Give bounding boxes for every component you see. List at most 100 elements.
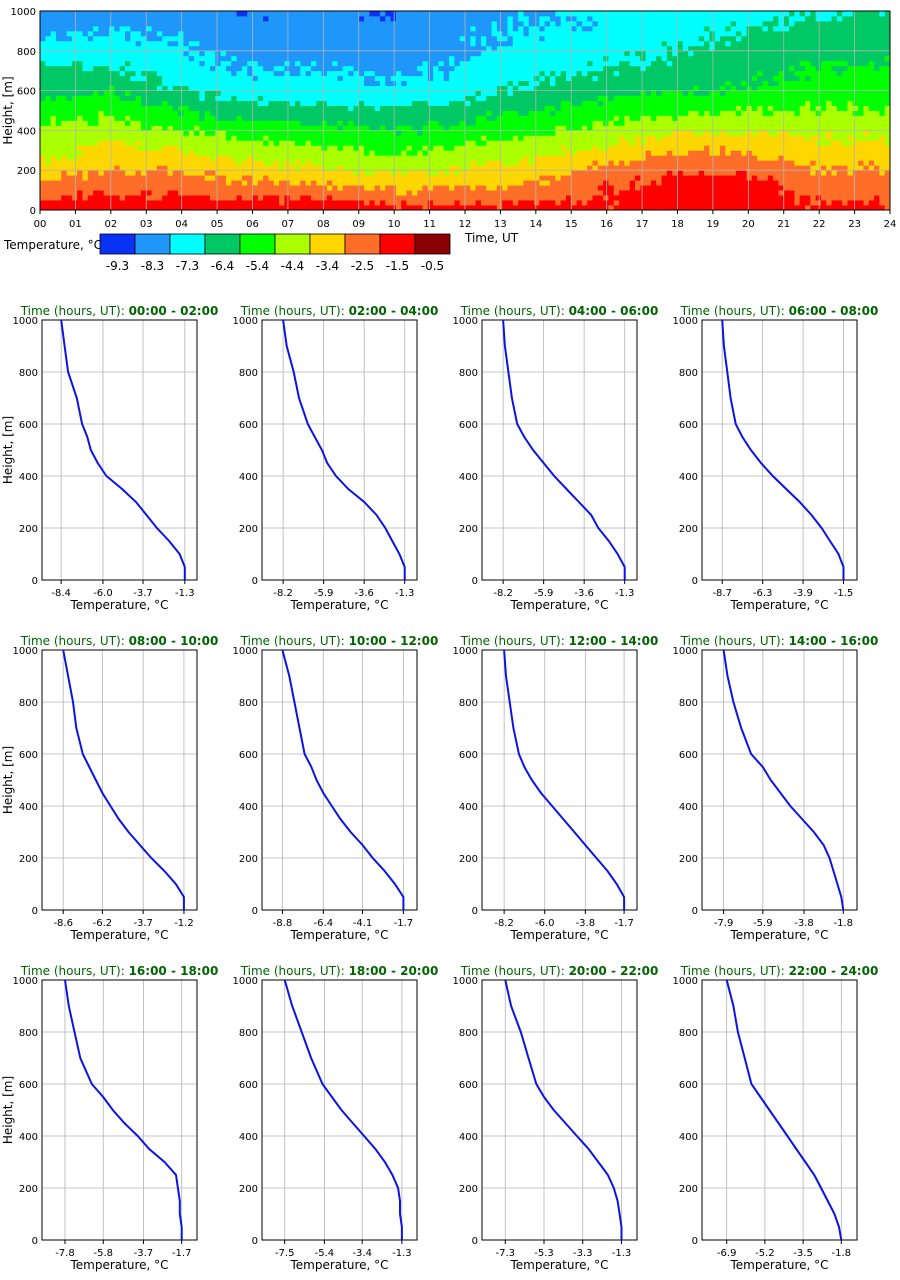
heatmap-cell: [565, 30, 572, 37]
heatmap-cell: [188, 120, 195, 126]
heatmap-cell: [693, 15, 700, 22]
heatmap-cell: [528, 160, 535, 166]
heatmap-cell: [518, 70, 524, 77]
heatmap-cell: [289, 75, 296, 82]
heatmap-cell: [156, 40, 163, 47]
heatmap-cell: [273, 115, 280, 121]
heatmap-cell: [587, 30, 593, 37]
heatmap-cell: [544, 165, 551, 171]
heatmap-cell: [326, 165, 333, 171]
heatmap-cell: [305, 90, 312, 96]
heatmap-cell: [635, 15, 641, 22]
heatmap-cell: [342, 95, 349, 101]
heatmap-cell: [422, 200, 429, 206]
heatmap-cell: [172, 30, 179, 37]
heatmap-cell: [571, 150, 577, 156]
heatmap-cell: [635, 85, 641, 92]
heatmap-cell: [491, 70, 498, 77]
heatmap-cell: [310, 11, 317, 17]
heatmap-cell: [364, 120, 370, 126]
heatmap-cell: [337, 100, 344, 106]
heatmap-cell: [550, 85, 556, 92]
heatmap-cell: [130, 130, 137, 136]
heatmap-cell: [225, 115, 232, 121]
heatmap-cell: [135, 25, 142, 32]
heatmap-cell: [151, 190, 158, 196]
heatmap-cell: [305, 75, 312, 82]
heatmap-cell: [55, 105, 62, 111]
heatmap-cell: [210, 135, 216, 141]
heatmap-cell: [332, 75, 338, 82]
heatmap-cell: [178, 200, 184, 206]
heatmap-cell: [454, 80, 461, 87]
heatmap-cell: [693, 160, 700, 166]
heatmap-cell: [140, 25, 147, 32]
heatmap-cell: [592, 35, 599, 42]
heatmap-cell: [613, 130, 620, 136]
heatmap-cell: [247, 195, 253, 201]
heatmap-cell: [672, 50, 678, 57]
heatmap-cell: [645, 180, 652, 186]
heatmap-cell: [682, 85, 689, 92]
heatmap-cell: [523, 120, 530, 126]
heatmap-cell: [305, 155, 312, 161]
heatmap-cell: [358, 195, 365, 201]
heatmap-cell: [273, 155, 280, 161]
heatmap-cell: [125, 40, 131, 47]
heatmap-cell: [167, 140, 174, 146]
heatmap-cell: [480, 50, 487, 57]
heatmap-cell: [167, 20, 174, 27]
heatmap-cell: [300, 200, 307, 206]
heatmap-cell: [45, 145, 52, 151]
heatmap-cell: [125, 195, 131, 201]
heatmap-cell: [199, 175, 206, 181]
heatmap-cell: [162, 170, 168, 176]
heatmap-cell: [348, 110, 354, 116]
heatmap-cell: [188, 160, 195, 166]
heatmap-cell: [491, 90, 498, 96]
heatmap-cell: [688, 105, 694, 111]
heatmap-cell: [385, 55, 392, 62]
heatmap-cell: [449, 45, 455, 52]
heatmap-cell: [93, 185, 99, 191]
heatmap-cell: [528, 195, 535, 201]
heatmap-cell: [204, 160, 211, 166]
heatmap-cell: [565, 110, 572, 116]
heatmap-cell: [321, 40, 328, 47]
heatmap-cell: [305, 11, 312, 17]
heatmap-cell: [486, 95, 492, 101]
heatmap-cell: [385, 65, 392, 72]
heatmap-cell: [40, 130, 46, 136]
heatmap-cell: [342, 165, 349, 171]
heatmap-cell: [364, 55, 370, 62]
heatmap-cell: [449, 105, 455, 111]
heatmap-cell: [114, 145, 121, 151]
heatmap-cell: [518, 85, 524, 92]
heatmap-cell: [629, 15, 636, 22]
heatmap-cell: [114, 20, 121, 27]
heatmap-cell: [66, 115, 73, 121]
heatmap-cell: [156, 100, 163, 106]
heatmap-cell: [61, 120, 67, 126]
heatmap-cell: [502, 130, 508, 136]
heatmap-cell: [146, 45, 152, 52]
heatmap-cell: [353, 80, 360, 87]
heatmap-cell: [279, 190, 285, 196]
heatmap-cell: [135, 135, 142, 141]
heatmap-cell: [305, 105, 312, 111]
heatmap-cell: [353, 120, 360, 126]
heatmap-cell: [87, 55, 94, 62]
heatmap-cell: [688, 200, 694, 206]
heatmap-cell: [119, 185, 126, 191]
heatmap-cell: [40, 65, 46, 72]
heatmap-cell: [61, 165, 67, 171]
heatmap-cell: [411, 135, 418, 141]
heatmap-cell: [640, 180, 647, 186]
heatmap-cell: [603, 110, 609, 116]
heatmap-cell: [470, 115, 477, 121]
heatmap-cell: [693, 190, 700, 196]
heatmap-cell: [210, 65, 216, 72]
heatmap-cell: [252, 60, 259, 67]
heatmap-cell: [449, 205, 455, 211]
heatmap-cell: [130, 150, 137, 156]
